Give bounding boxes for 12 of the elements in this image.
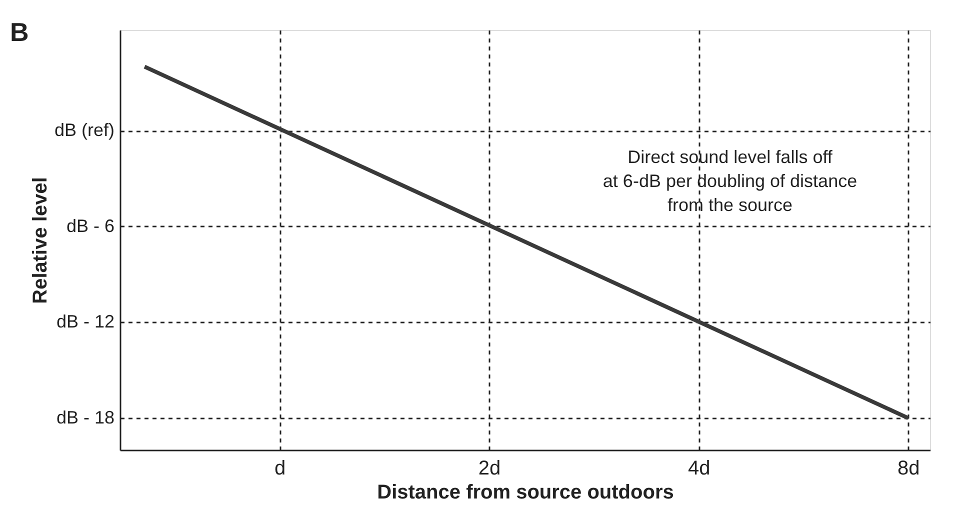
x-axis-title: Distance from source outdoors: [377, 482, 674, 504]
x-tick-label: d: [274, 458, 286, 480]
y-tick-label: dB - 12: [56, 312, 114, 332]
text: B: [10, 17, 29, 47]
y-axis-title: Relative level: [29, 177, 52, 304]
x-tick-label: 2d: [478, 458, 501, 480]
y-tick-label: dB - 18: [56, 408, 114, 428]
y-tick-label: dB (ref): [54, 120, 114, 140]
y-tick-label: dB - 6: [66, 216, 114, 236]
x-tick-label: 8d: [898, 458, 920, 480]
annotation: Direct sound level falls off at 6-dB per doubling of distance from the source: [602, 147, 858, 215]
x-tick-label: 4d: [688, 458, 710, 480]
